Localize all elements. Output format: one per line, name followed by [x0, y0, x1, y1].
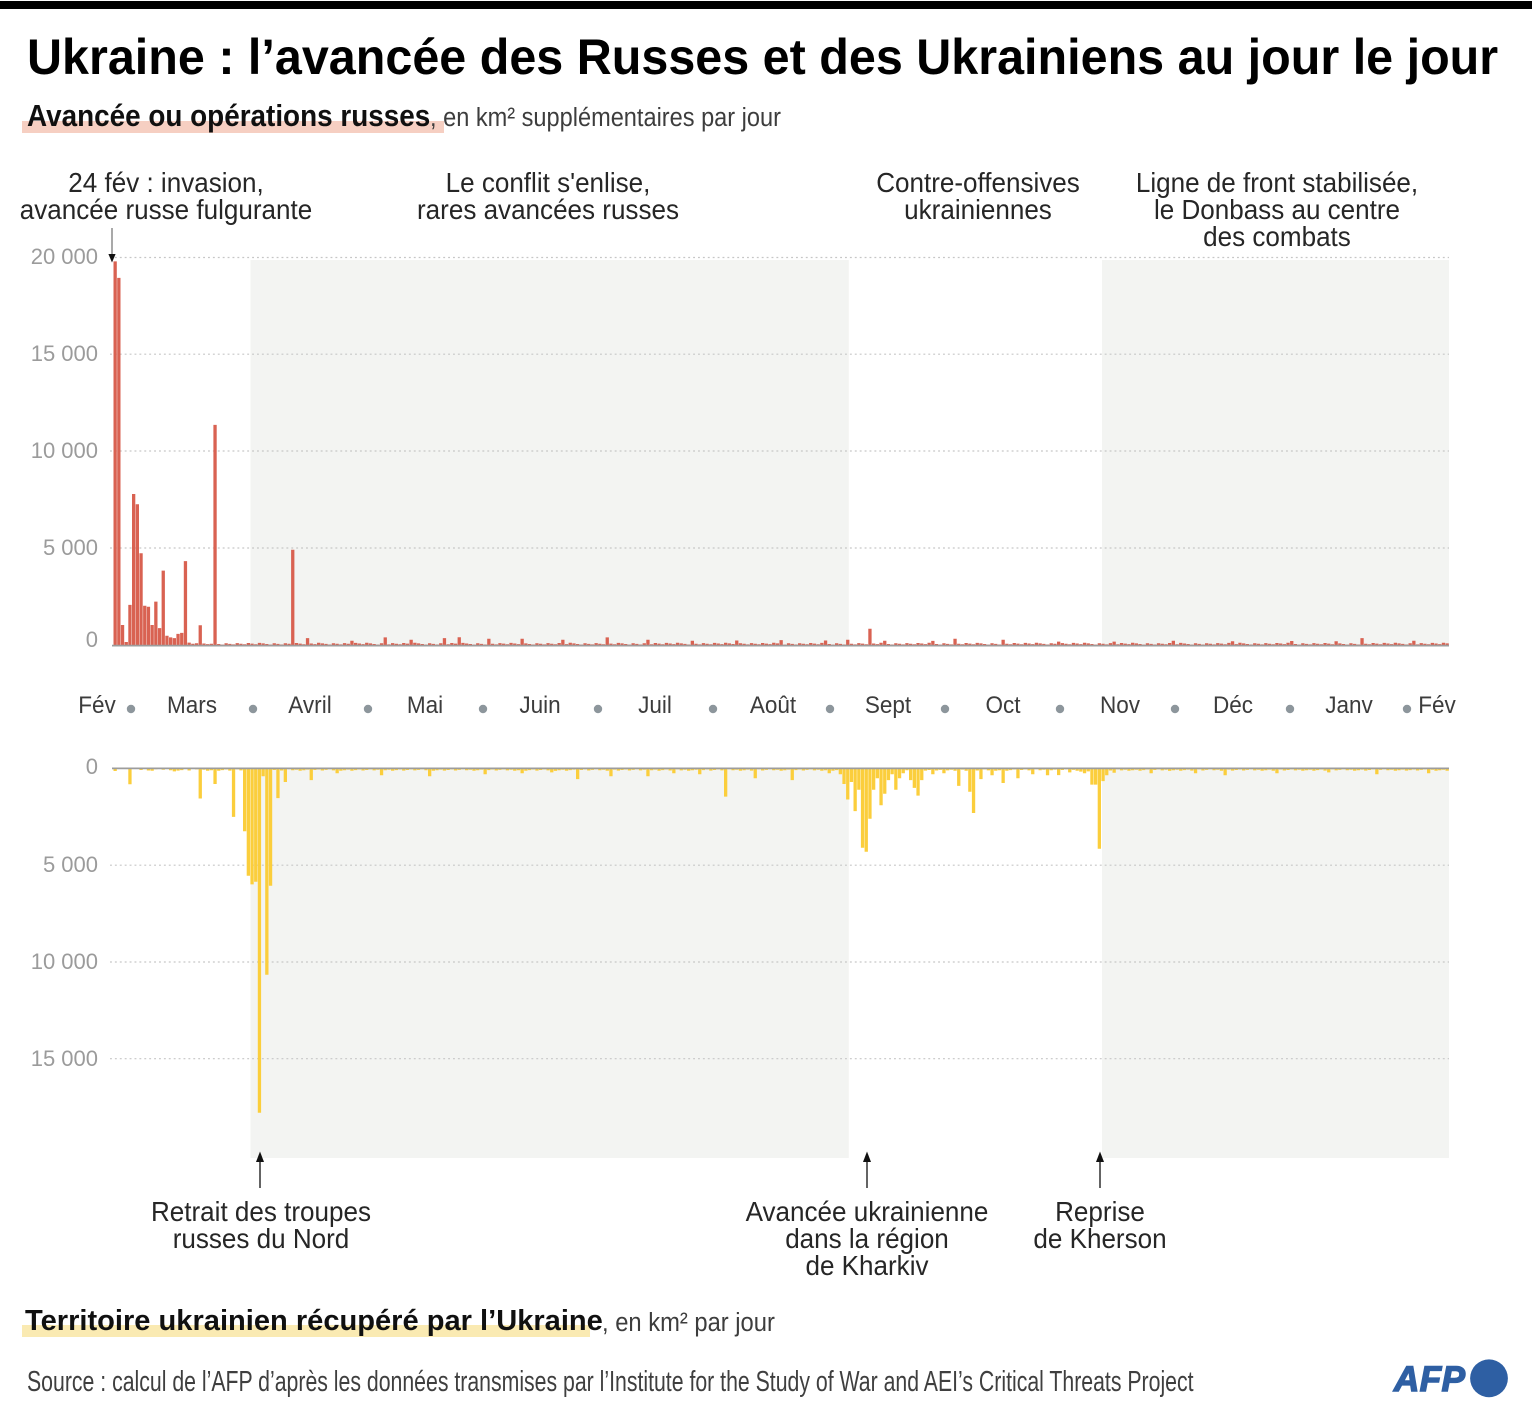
svg-text:AFP: AFP	[1393, 1360, 1466, 1399]
